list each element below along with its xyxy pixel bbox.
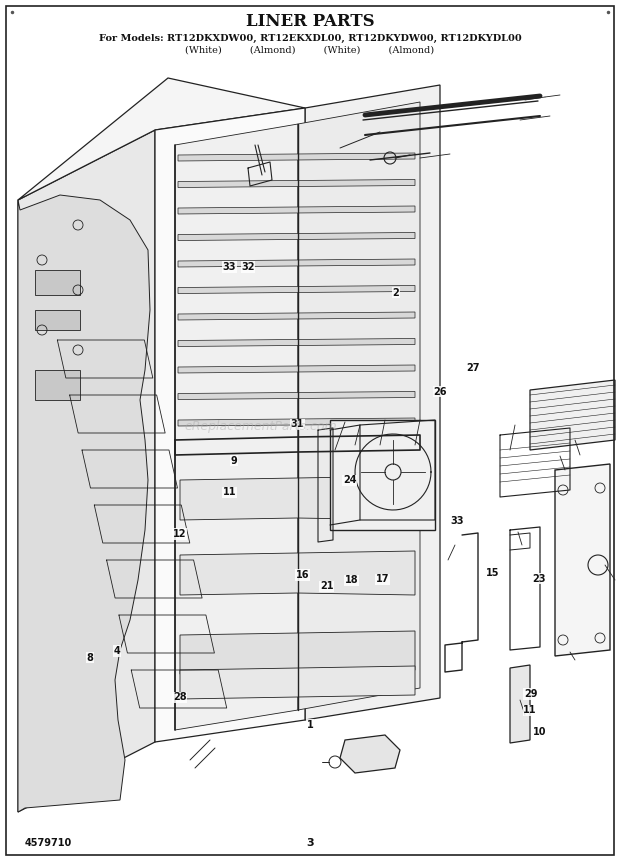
- Polygon shape: [18, 130, 155, 812]
- Text: 32: 32: [241, 262, 255, 272]
- Polygon shape: [178, 179, 415, 188]
- Text: 9: 9: [231, 455, 237, 466]
- Text: 18: 18: [345, 575, 358, 585]
- Text: (White)         (Almond)         (White)         (Almond): (White) (Almond) (White) (Almond): [185, 46, 435, 54]
- Text: 28: 28: [173, 692, 187, 703]
- Polygon shape: [530, 380, 615, 450]
- Polygon shape: [178, 312, 415, 320]
- Polygon shape: [175, 124, 298, 730]
- Text: 3: 3: [306, 838, 314, 848]
- Polygon shape: [178, 286, 415, 294]
- Polygon shape: [178, 206, 415, 214]
- Polygon shape: [178, 365, 415, 373]
- Text: 1: 1: [307, 720, 313, 730]
- Text: 33: 33: [451, 516, 464, 526]
- Polygon shape: [510, 665, 530, 743]
- Polygon shape: [155, 108, 305, 742]
- Polygon shape: [180, 631, 415, 674]
- Polygon shape: [18, 78, 305, 200]
- Text: 11: 11: [523, 705, 537, 715]
- Text: 4: 4: [113, 646, 120, 656]
- Text: eReplacementParts.com: eReplacementParts.com: [184, 419, 337, 433]
- Polygon shape: [178, 418, 415, 426]
- Polygon shape: [180, 551, 415, 595]
- Text: 2: 2: [392, 288, 399, 298]
- Polygon shape: [298, 102, 420, 710]
- Polygon shape: [178, 153, 415, 161]
- Text: 27: 27: [466, 362, 480, 373]
- Polygon shape: [178, 338, 415, 346]
- Text: 4579710: 4579710: [25, 838, 73, 848]
- Polygon shape: [178, 259, 415, 267]
- Text: 8: 8: [86, 653, 94, 663]
- Text: 11: 11: [223, 487, 236, 498]
- Text: 12: 12: [173, 529, 187, 539]
- Text: 26: 26: [433, 387, 447, 397]
- Polygon shape: [340, 735, 400, 773]
- Polygon shape: [178, 232, 415, 240]
- Text: For Models: RT12DKXDW00, RT12EKXDL00, RT12DKYDW00, RT12DKYDL00: For Models: RT12DKXDW00, RT12EKXDL00, RT…: [99, 34, 521, 42]
- Text: 16: 16: [296, 570, 309, 580]
- Polygon shape: [35, 370, 80, 400]
- Text: 31: 31: [291, 419, 304, 430]
- Polygon shape: [35, 310, 80, 330]
- Text: 17: 17: [376, 574, 389, 585]
- Text: 24: 24: [343, 475, 356, 486]
- Polygon shape: [180, 666, 415, 699]
- Polygon shape: [305, 85, 440, 720]
- Text: 29: 29: [524, 689, 538, 699]
- Text: 21: 21: [320, 581, 334, 592]
- Text: LINER PARTS: LINER PARTS: [246, 14, 374, 30]
- Polygon shape: [35, 270, 80, 295]
- Text: 10: 10: [533, 727, 546, 737]
- Polygon shape: [555, 464, 610, 656]
- Text: 33: 33: [223, 262, 236, 272]
- Text: 15: 15: [486, 567, 500, 578]
- Polygon shape: [330, 420, 435, 530]
- Polygon shape: [180, 476, 415, 520]
- Text: 23: 23: [533, 573, 546, 584]
- Polygon shape: [178, 392, 415, 400]
- Polygon shape: [18, 195, 150, 812]
